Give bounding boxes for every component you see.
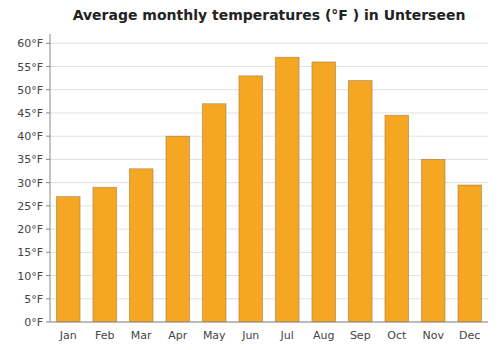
bar [421, 159, 445, 322]
y-tick [46, 66, 50, 67]
y-tick [46, 43, 50, 44]
y-tick [46, 89, 50, 90]
x-tick-label: Sep [350, 329, 371, 342]
y-tick-label: 10°F [17, 270, 43, 283]
bar [348, 80, 372, 322]
bar [385, 115, 409, 322]
chart-container: Average monthly temperatures (°F ) in Un… [0, 0, 500, 350]
grid-line [50, 112, 488, 113]
x-tick-label: Dec [459, 329, 480, 342]
x-tick-label: Aug [313, 329, 334, 342]
bar [239, 76, 263, 322]
x-tick-label: May [203, 329, 226, 342]
bar [129, 169, 153, 322]
bar [202, 104, 226, 322]
grid-line [50, 66, 488, 67]
title: Average monthly temperatures (°F ) in Un… [73, 7, 466, 23]
y-tick [46, 112, 50, 113]
bar [56, 197, 80, 322]
y-tick-label: 15°F [17, 246, 43, 259]
grid-line [50, 89, 488, 90]
y-tick [46, 159, 50, 160]
y-axis: 0°F 5°F 10°F 15°F 20°F 25°F 30°F 35°F 40°F 45°F 50… [17, 34, 50, 329]
y-tick-label: 0°F [24, 316, 43, 329]
grid [50, 43, 488, 322]
y-tick [46, 298, 50, 299]
page: {"chart_data": {"type": "bar", "title": … [0, 0, 500, 350]
x-tick-label: Mar [131, 329, 152, 342]
chart-svg: Average monthly temperatures (°F ) in Un… [0, 0, 500, 350]
x-tick-label: Apr [168, 329, 188, 342]
grid-line [50, 43, 488, 44]
y-tick-label: 25°F [17, 200, 43, 213]
x-axis: Jan Feb Mar Apr May Jun Jul Aug Sep Oct Nov Dec [50, 322, 488, 342]
y-tick-label: 45°F [17, 107, 43, 120]
x-tick-label: Jan [59, 329, 77, 342]
y-tick [46, 322, 50, 323]
grid-line [50, 322, 488, 323]
bar [312, 62, 336, 322]
y-axis-line [50, 34, 51, 322]
x-tick-label: Feb [95, 329, 114, 342]
x-tick-label: Jul [280, 329, 294, 342]
x-tick-label: Oct [387, 329, 407, 342]
y-tick-label: 40°F [17, 130, 43, 143]
y-tick [46, 136, 50, 137]
y-tick [46, 182, 50, 183]
bars [56, 57, 481, 322]
y-tick-label: 50°F [17, 84, 43, 97]
bar [93, 187, 117, 322]
x-axis-line [50, 322, 488, 323]
bar [275, 57, 299, 322]
bar [166, 136, 190, 322]
grid-line [50, 136, 488, 137]
x-tick-label: Jun [241, 329, 259, 342]
y-tick-label: 35°F [17, 153, 43, 166]
y-tick [46, 252, 50, 253]
x-tick-label: Nov [423, 329, 445, 342]
y-tick [46, 275, 50, 276]
y-tick-label: 55°F [17, 61, 43, 74]
bar [458, 185, 482, 322]
y-tick [46, 229, 50, 230]
y-tick-label: 60°F [17, 37, 43, 50]
y-tick-label: 30°F [17, 177, 43, 190]
y-tick [46, 205, 50, 206]
y-tick-label: 20°F [17, 223, 43, 236]
y-tick-label: 5°F [24, 293, 43, 306]
